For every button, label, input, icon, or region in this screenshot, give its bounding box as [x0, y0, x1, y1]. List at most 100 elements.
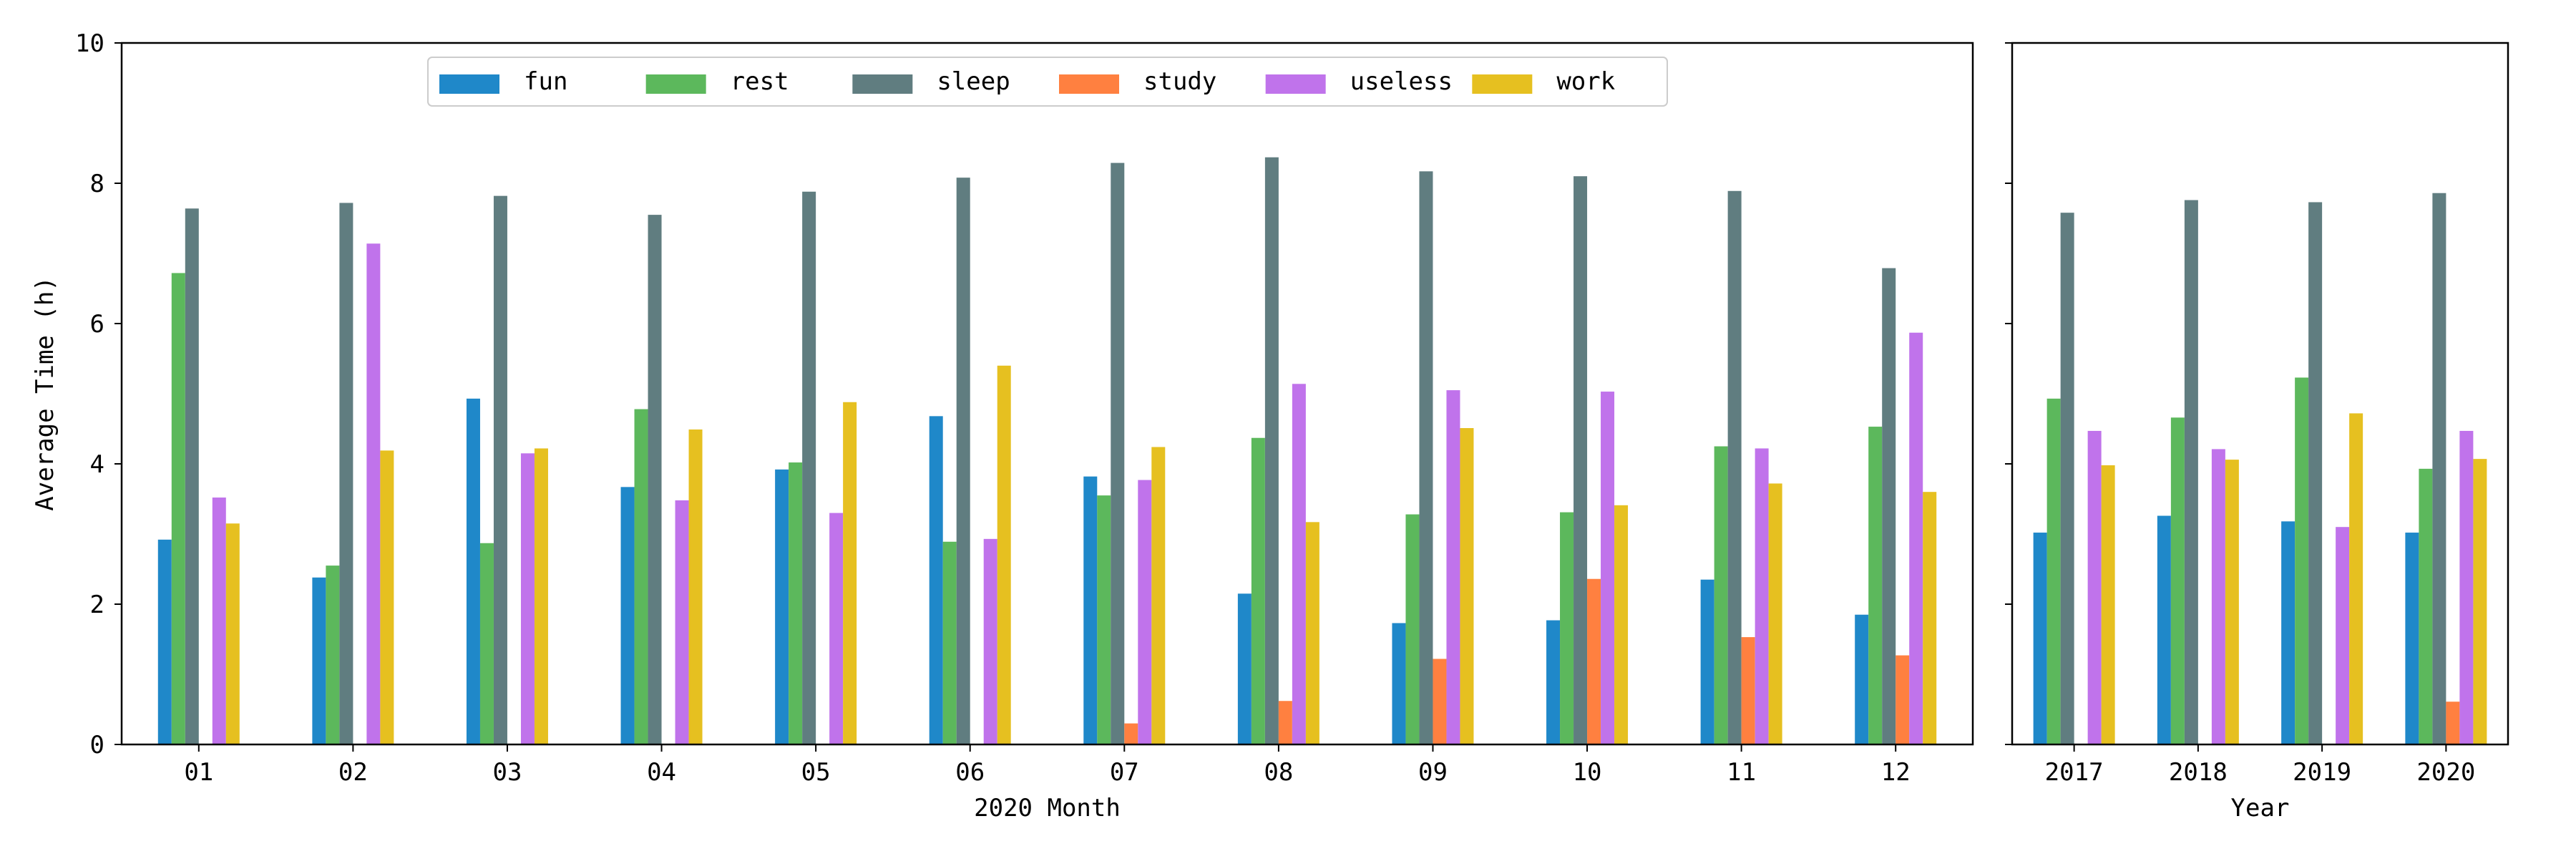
- bar-work-2019: [2349, 413, 2363, 744]
- bar-rest-01: [171, 273, 185, 744]
- bar-sleep-2018: [2184, 200, 2198, 744]
- bar-fun-2020: [2405, 533, 2419, 744]
- bar-study-12: [1896, 655, 1910, 744]
- bar-useless-02: [366, 243, 381, 744]
- legend-label-rest: rest: [731, 67, 789, 96]
- bar-work-05: [843, 402, 857, 744]
- y-tick-label: 10: [75, 29, 104, 58]
- bar-rest-2017: [2046, 398, 2061, 744]
- x-tick-label: 11: [1727, 758, 1756, 787]
- bar-sleep-12: [1882, 268, 1896, 745]
- bar-study-10: [1587, 578, 1601, 744]
- yearly-bars: [2033, 193, 2487, 745]
- legend: fun rest sleep study useless work: [427, 57, 1668, 107]
- bar-work-04: [688, 429, 703, 744]
- bar-sleep-02: [339, 203, 353, 744]
- legend-swatch-fun: [439, 74, 499, 94]
- bar-fun-04: [620, 487, 635, 744]
- bar-study-09: [1433, 659, 1447, 744]
- x-tick-label: 08: [1264, 758, 1293, 787]
- yearly-ticks: 2017 2018 2019 2020: [2005, 42, 2475, 787]
- bar-fun-08: [1237, 593, 1252, 744]
- bar-work-2018: [2225, 460, 2239, 744]
- bar-fun-11: [1700, 579, 1714, 744]
- bar-useless-2020: [2459, 430, 2474, 744]
- bar-fun-2018: [2157, 515, 2171, 744]
- bar-work-12: [1923, 492, 1937, 744]
- bar-fun-05: [775, 469, 789, 744]
- bar-useless-05: [829, 513, 844, 744]
- bar-rest-12: [1868, 427, 1883, 744]
- bar-rest-2018: [2170, 417, 2185, 744]
- bar-useless-09: [1446, 390, 1460, 744]
- legend-swatch-sleep: [852, 74, 913, 94]
- bar-fun-03: [466, 398, 480, 744]
- x-tick-label: 09: [1418, 758, 1448, 787]
- x-tick-label: 07: [1110, 758, 1139, 787]
- legend-label-fun: fun: [524, 67, 567, 96]
- legend-box: [427, 57, 1668, 107]
- bar-useless-03: [520, 453, 535, 744]
- bar-rest-02: [326, 566, 340, 744]
- x-tick-label: 10: [1573, 758, 1602, 787]
- bar-useless-08: [1292, 384, 1306, 744]
- legend-swatch-rest: [645, 74, 706, 94]
- monthly-bars: [157, 157, 1937, 745]
- monthly-x-axis-label: 2020 Month: [974, 794, 1121, 822]
- bar-work-07: [1151, 447, 1166, 744]
- bar-rest-08: [1251, 437, 1265, 744]
- x-tick-label: 01: [184, 758, 213, 787]
- bar-rest-10: [1560, 512, 1574, 744]
- x-tick-label: 2019: [2293, 758, 2351, 787]
- bar-useless-07: [1138, 480, 1152, 744]
- bar-rest-09: [1405, 514, 1420, 744]
- bar-study-2020: [2446, 702, 2460, 744]
- bar-rest-03: [479, 543, 494, 744]
- y-tick-label: 8: [90, 170, 104, 198]
- bar-work-02: [380, 450, 394, 744]
- legend-label-work: work: [1556, 67, 1615, 96]
- legend-label-useless: useless: [1350, 67, 1453, 96]
- bar-work-10: [1614, 505, 1629, 744]
- bar-rest-07: [1097, 495, 1111, 744]
- y-tick-label: 2: [90, 591, 104, 619]
- bar-sleep-03: [493, 195, 507, 744]
- bar-study-07: [1124, 723, 1138, 744]
- x-tick-label: 12: [1881, 758, 1911, 787]
- bar-useless-2019: [2336, 527, 2350, 744]
- x-tick-label: 2018: [2169, 758, 2228, 787]
- bar-fun-02: [312, 577, 326, 744]
- y-tick-label: 6: [90, 310, 104, 339]
- bar-work-2017: [2101, 465, 2115, 744]
- y-axis-label: Average Time (h): [31, 276, 59, 511]
- bar-sleep-11: [1727, 190, 1742, 744]
- bar-fun-10: [1546, 620, 1561, 744]
- yearly-x-axis-label: Year: [2231, 794, 2290, 822]
- x-tick-label: 05: [801, 758, 831, 787]
- bar-sleep-2019: [2308, 202, 2323, 745]
- bar-rest-2019: [2295, 377, 2309, 744]
- bar-rest-2020: [2419, 468, 2433, 744]
- x-tick-label: 06: [955, 758, 985, 787]
- bar-sleep-2020: [2432, 193, 2446, 745]
- y-tick-label: 0: [90, 731, 104, 759]
- bar-rest-06: [942, 541, 957, 744]
- bar-sleep-10: [1574, 176, 1588, 744]
- legend-swatch-useless: [1265, 74, 1326, 94]
- x-tick-label: 02: [338, 758, 368, 787]
- bar-useless-2018: [2211, 449, 2225, 744]
- bar-useless-2017: [2087, 430, 2102, 744]
- bar-study-11: [1741, 637, 1755, 744]
- bar-work-08: [1305, 522, 1319, 744]
- bar-work-2020: [2473, 459, 2487, 744]
- bar-sleep-04: [648, 215, 662, 745]
- bar-sleep-01: [185, 208, 199, 744]
- x-tick-label: 2017: [2045, 758, 2104, 787]
- bar-sleep-06: [956, 178, 970, 744]
- monthly-plot-frame: [120, 42, 1974, 746]
- yearly-plot-frame: [2011, 42, 2509, 746]
- bar-fun-12: [1855, 614, 1869, 744]
